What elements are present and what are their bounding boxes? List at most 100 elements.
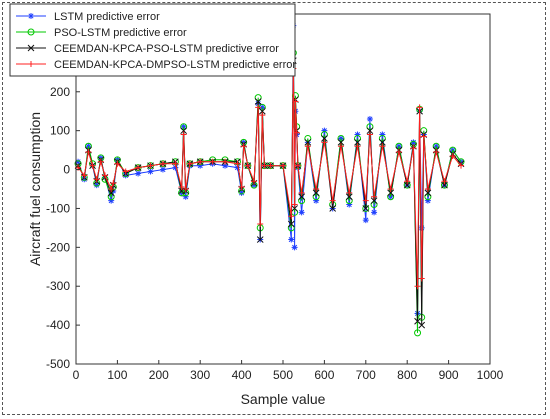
data-point: [433, 149, 440, 156]
data-point: [424, 186, 431, 192]
series-1: [74, 49, 465, 337]
data-point: [135, 170, 142, 177]
data-point: [287, 220, 295, 228]
data-point: [234, 164, 241, 171]
data-point: [287, 224, 295, 232]
data-point: [337, 143, 344, 150]
data-point: [238, 184, 245, 191]
data-point: [81, 176, 88, 183]
x-tick-label: 700: [356, 368, 376, 382]
data-point: [254, 94, 262, 102]
data-point: [362, 197, 369, 204]
data-point: [27, 44, 35, 52]
data-point: [101, 172, 108, 179]
data-point: [238, 189, 245, 196]
x-tick-label: 1000: [477, 368, 504, 382]
data-point: [362, 205, 370, 212]
data-point: [75, 158, 82, 165]
data-point: [387, 193, 395, 201]
data-point: [89, 162, 96, 169]
y-axis-label: Aircraft fuel consumption: [27, 112, 43, 266]
data-point: [312, 189, 320, 197]
data-point: [291, 244, 298, 251]
figure-frame: [2, 2, 546, 415]
data-point: [122, 172, 129, 179]
legend-label: LSTM predictive error: [54, 11, 160, 23]
legend: LSTM predictive error PSO-LSTM predictive…: [9, 3, 296, 77]
x-tick-label: 900: [439, 368, 459, 382]
series-3: [75, 65, 465, 290]
x-tick-label: 100: [107, 368, 127, 382]
series-line: [77, 60, 462, 326]
data-point: [147, 168, 154, 175]
data-point: [182, 193, 189, 200]
data-point: [114, 160, 121, 167]
data-point: [395, 149, 402, 156]
legend-label: PSO-LSTM predictive error: [54, 27, 187, 39]
data-point: [293, 129, 300, 136]
data-point: [362, 217, 369, 224]
data-point: [81, 172, 88, 179]
data-point: [298, 197, 306, 205]
data-point: [222, 158, 229, 165]
data-point: [321, 127, 328, 134]
data-point: [420, 133, 427, 140]
data-point: [197, 158, 204, 165]
x-tick-label: 300: [190, 368, 210, 382]
data-point: [403, 181, 411, 189]
data-point: [280, 162, 286, 169]
data-point: [294, 162, 301, 169]
data-point: [366, 131, 373, 138]
data-point: [410, 139, 417, 146]
data-point: [159, 160, 166, 167]
data-point: [267, 162, 274, 169]
data-point: [424, 197, 431, 204]
data-point: [27, 28, 35, 36]
data-point: [288, 213, 295, 220]
data-point: [441, 181, 448, 189]
y-tick-label: -300: [46, 279, 70, 293]
data-point: [329, 205, 337, 212]
data-point: [304, 138, 312, 146]
data-point: [321, 139, 328, 146]
series-line: [77, 52, 462, 333]
data-point: [346, 201, 353, 208]
y-tick-label: -100: [46, 201, 70, 215]
data-point: [337, 134, 345, 142]
data-point: [378, 134, 386, 142]
y-tick-label: 0: [63, 163, 70, 177]
data-point: [93, 182, 100, 189]
data-point: [28, 61, 34, 67]
data-point: [404, 178, 411, 185]
y-tick-label: -500: [46, 357, 70, 371]
data-point: [346, 189, 353, 196]
data-point: [379, 138, 386, 146]
legend-box: [9, 3, 296, 77]
data-point: [354, 131, 361, 138]
data-point: [288, 236, 295, 243]
data-point: [304, 143, 311, 150]
data-point: [259, 112, 266, 119]
x-axis-label: Sample value: [241, 391, 326, 407]
data-point: [180, 123, 187, 130]
data-point: [186, 160, 193, 167]
data-point: [291, 205, 298, 212]
data-point: [244, 162, 251, 169]
data-point: [292, 98, 299, 105]
data-point: [180, 131, 187, 138]
data-point: [416, 104, 423, 111]
data-point: [370, 201, 378, 209]
data-point: [261, 162, 268, 169]
data-point: [418, 224, 425, 231]
legend-item: CEEMDAN-KPCA-PSO-LSTM predictive error: [16, 43, 279, 55]
data-point: [97, 158, 104, 165]
data-point: [254, 98, 262, 105]
data-point: [321, 135, 328, 142]
data-point: [424, 193, 432, 201]
data-point: [28, 13, 34, 19]
legend-item: LSTM predictive error: [16, 11, 160, 23]
data-point: [366, 123, 374, 131]
data-point: [182, 186, 189, 192]
data-point: [108, 197, 115, 204]
data-point: [197, 162, 204, 169]
